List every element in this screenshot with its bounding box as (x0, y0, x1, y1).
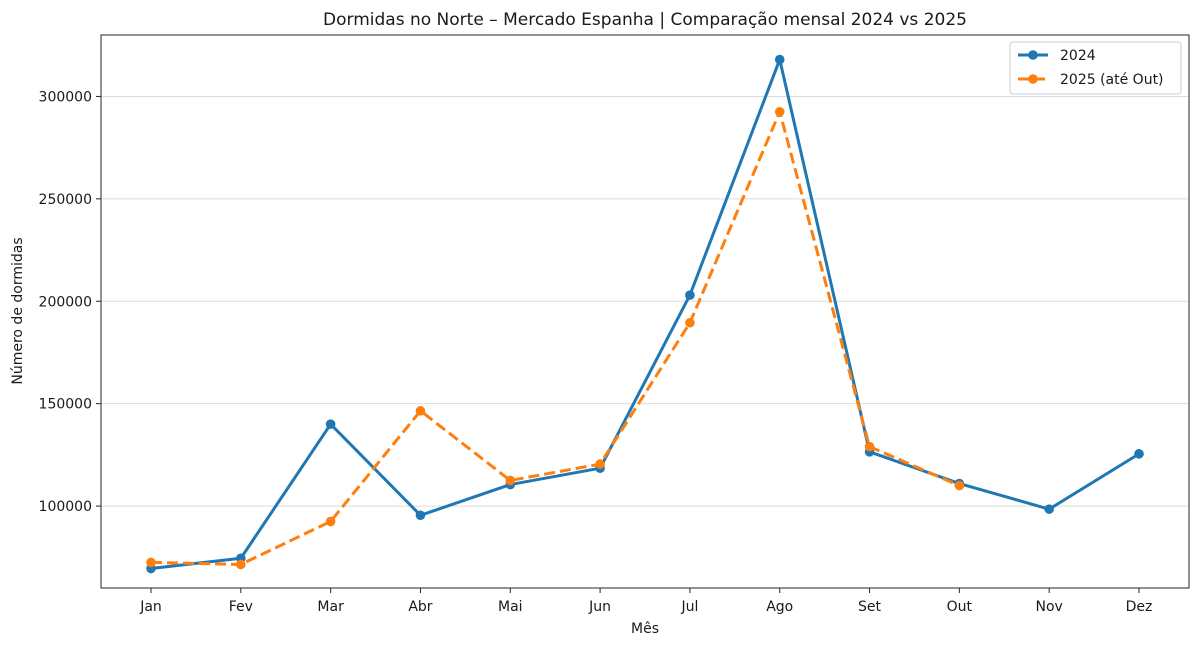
y-axis-label: Número de dormidas (10, 237, 26, 384)
x-tick-label: Jun (588, 599, 611, 615)
legend: 2024 2025 (até Out) (1009, 41, 1182, 95)
legend-label: 2025 (até Out) (1060, 72, 1164, 88)
data-point (146, 557, 156, 568)
data-point (774, 54, 785, 65)
grid (101, 95, 1189, 507)
data-point (325, 419, 336, 429)
x-tick-label: Jul (680, 599, 698, 615)
x-tick-label: Fev (229, 599, 253, 615)
y-tick-label: 100000 (39, 499, 92, 515)
data-point (685, 317, 695, 328)
y-tick-label: 250000 (39, 192, 92, 208)
data-point (1134, 449, 1144, 459)
x-tick-label: Nov (1036, 599, 1063, 615)
x-axis: Jan Fev Mar Abr Mai Jun Jul Ago Set Out Nov Dez (139, 588, 1152, 615)
series-line (150, 110, 960, 566)
x-tick-label: Out (947, 599, 973, 615)
y-tick-label: 300000 (39, 89, 92, 105)
data-point (415, 406, 426, 416)
data-point (595, 459, 605, 469)
legend-frame (1009, 41, 1182, 95)
x-tick-label: Mar (317, 599, 344, 615)
series-1 (146, 107, 965, 570)
x-tick-label: Ago (766, 599, 793, 615)
legend-swatch-marker (1028, 74, 1038, 84)
legend-swatch-marker (1028, 50, 1038, 60)
y-tick-label: 200000 (39, 294, 92, 310)
data-point (954, 480, 965, 491)
y-tick-label: 150000 (39, 397, 92, 413)
legend-label: 2024 (1060, 48, 1096, 64)
series-line (149, 58, 1141, 571)
series-0 (146, 54, 1144, 574)
y-axis: 100000 150000 200000 250000 300000 (39, 89, 101, 515)
data-point (505, 475, 516, 486)
x-tick-label: Mai (498, 599, 523, 615)
x-tick-label: Set (858, 599, 882, 615)
series-group (146, 54, 1144, 574)
plot-area (100, 34, 1190, 589)
data-point (325, 516, 336, 527)
data-point (415, 510, 426, 521)
chart-title: Dormidas no Norte – Mercado Espanha | Co… (323, 10, 967, 30)
data-point (685, 290, 695, 300)
data-point (1044, 504, 1054, 514)
data-point (774, 107, 785, 117)
data-point (236, 559, 246, 570)
data-point (864, 441, 875, 452)
x-tick-label: Dez (1126, 599, 1153, 615)
x-tick-label: Jan (139, 599, 162, 615)
x-tick-label: Abr (408, 599, 432, 615)
x-axis-label: Mês (631, 621, 659, 637)
